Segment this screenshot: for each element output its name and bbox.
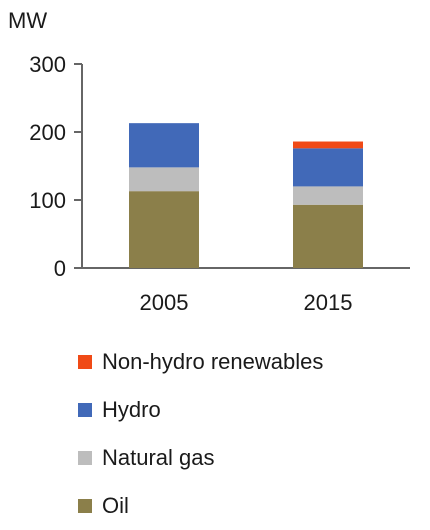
- y-axis-unit-label: MW: [8, 8, 48, 33]
- bar-segment-hydro-2015: [293, 148, 363, 187]
- legend-item: Non-hydro renewables: [78, 338, 323, 386]
- chart-legend: Non-hydro renewables Hydro Natural gas Oil: [78, 338, 323, 530]
- legend-label: Non-hydro renewables: [102, 349, 324, 374]
- y-tick-label: 0: [54, 256, 66, 281]
- y-tick-label: 100: [29, 188, 66, 213]
- x-tick-label: 2015: [304, 290, 353, 315]
- x-tick-label: 2005: [140, 290, 189, 315]
- legend-label: Oil: [102, 493, 129, 518]
- y-tick-label: 200: [29, 120, 66, 145]
- legend-swatch: [78, 355, 92, 369]
- legend-item: Natural gas: [78, 434, 323, 482]
- bar-segment-non-hydro-renewables-2015: [293, 141, 363, 149]
- bar-segment-natural-gas-2005: [129, 167, 199, 192]
- bar-segment-oil-2015: [293, 204, 363, 268]
- bar-segment-hydro-2005: [129, 123, 199, 168]
- y-tick-label: 300: [29, 52, 66, 77]
- bar-segment-natural-gas-2015: [293, 186, 363, 205]
- legend-label: Natural gas: [102, 445, 215, 470]
- bar-segment-oil-2005: [129, 191, 199, 268]
- legend-swatch: [78, 499, 92, 513]
- chart-bars: [129, 123, 363, 268]
- legend-label: Hydro: [102, 397, 161, 422]
- stacked-bar-chart: 0 100 200 300 2005 2015: [29, 52, 410, 315]
- legend-swatch: [78, 403, 92, 417]
- legend-item: Hydro: [78, 386, 323, 434]
- legend-item: Oil: [78, 482, 323, 530]
- chart-tick-labels: 0 100 200 300 2005 2015: [29, 52, 352, 315]
- legend-swatch: [78, 451, 92, 465]
